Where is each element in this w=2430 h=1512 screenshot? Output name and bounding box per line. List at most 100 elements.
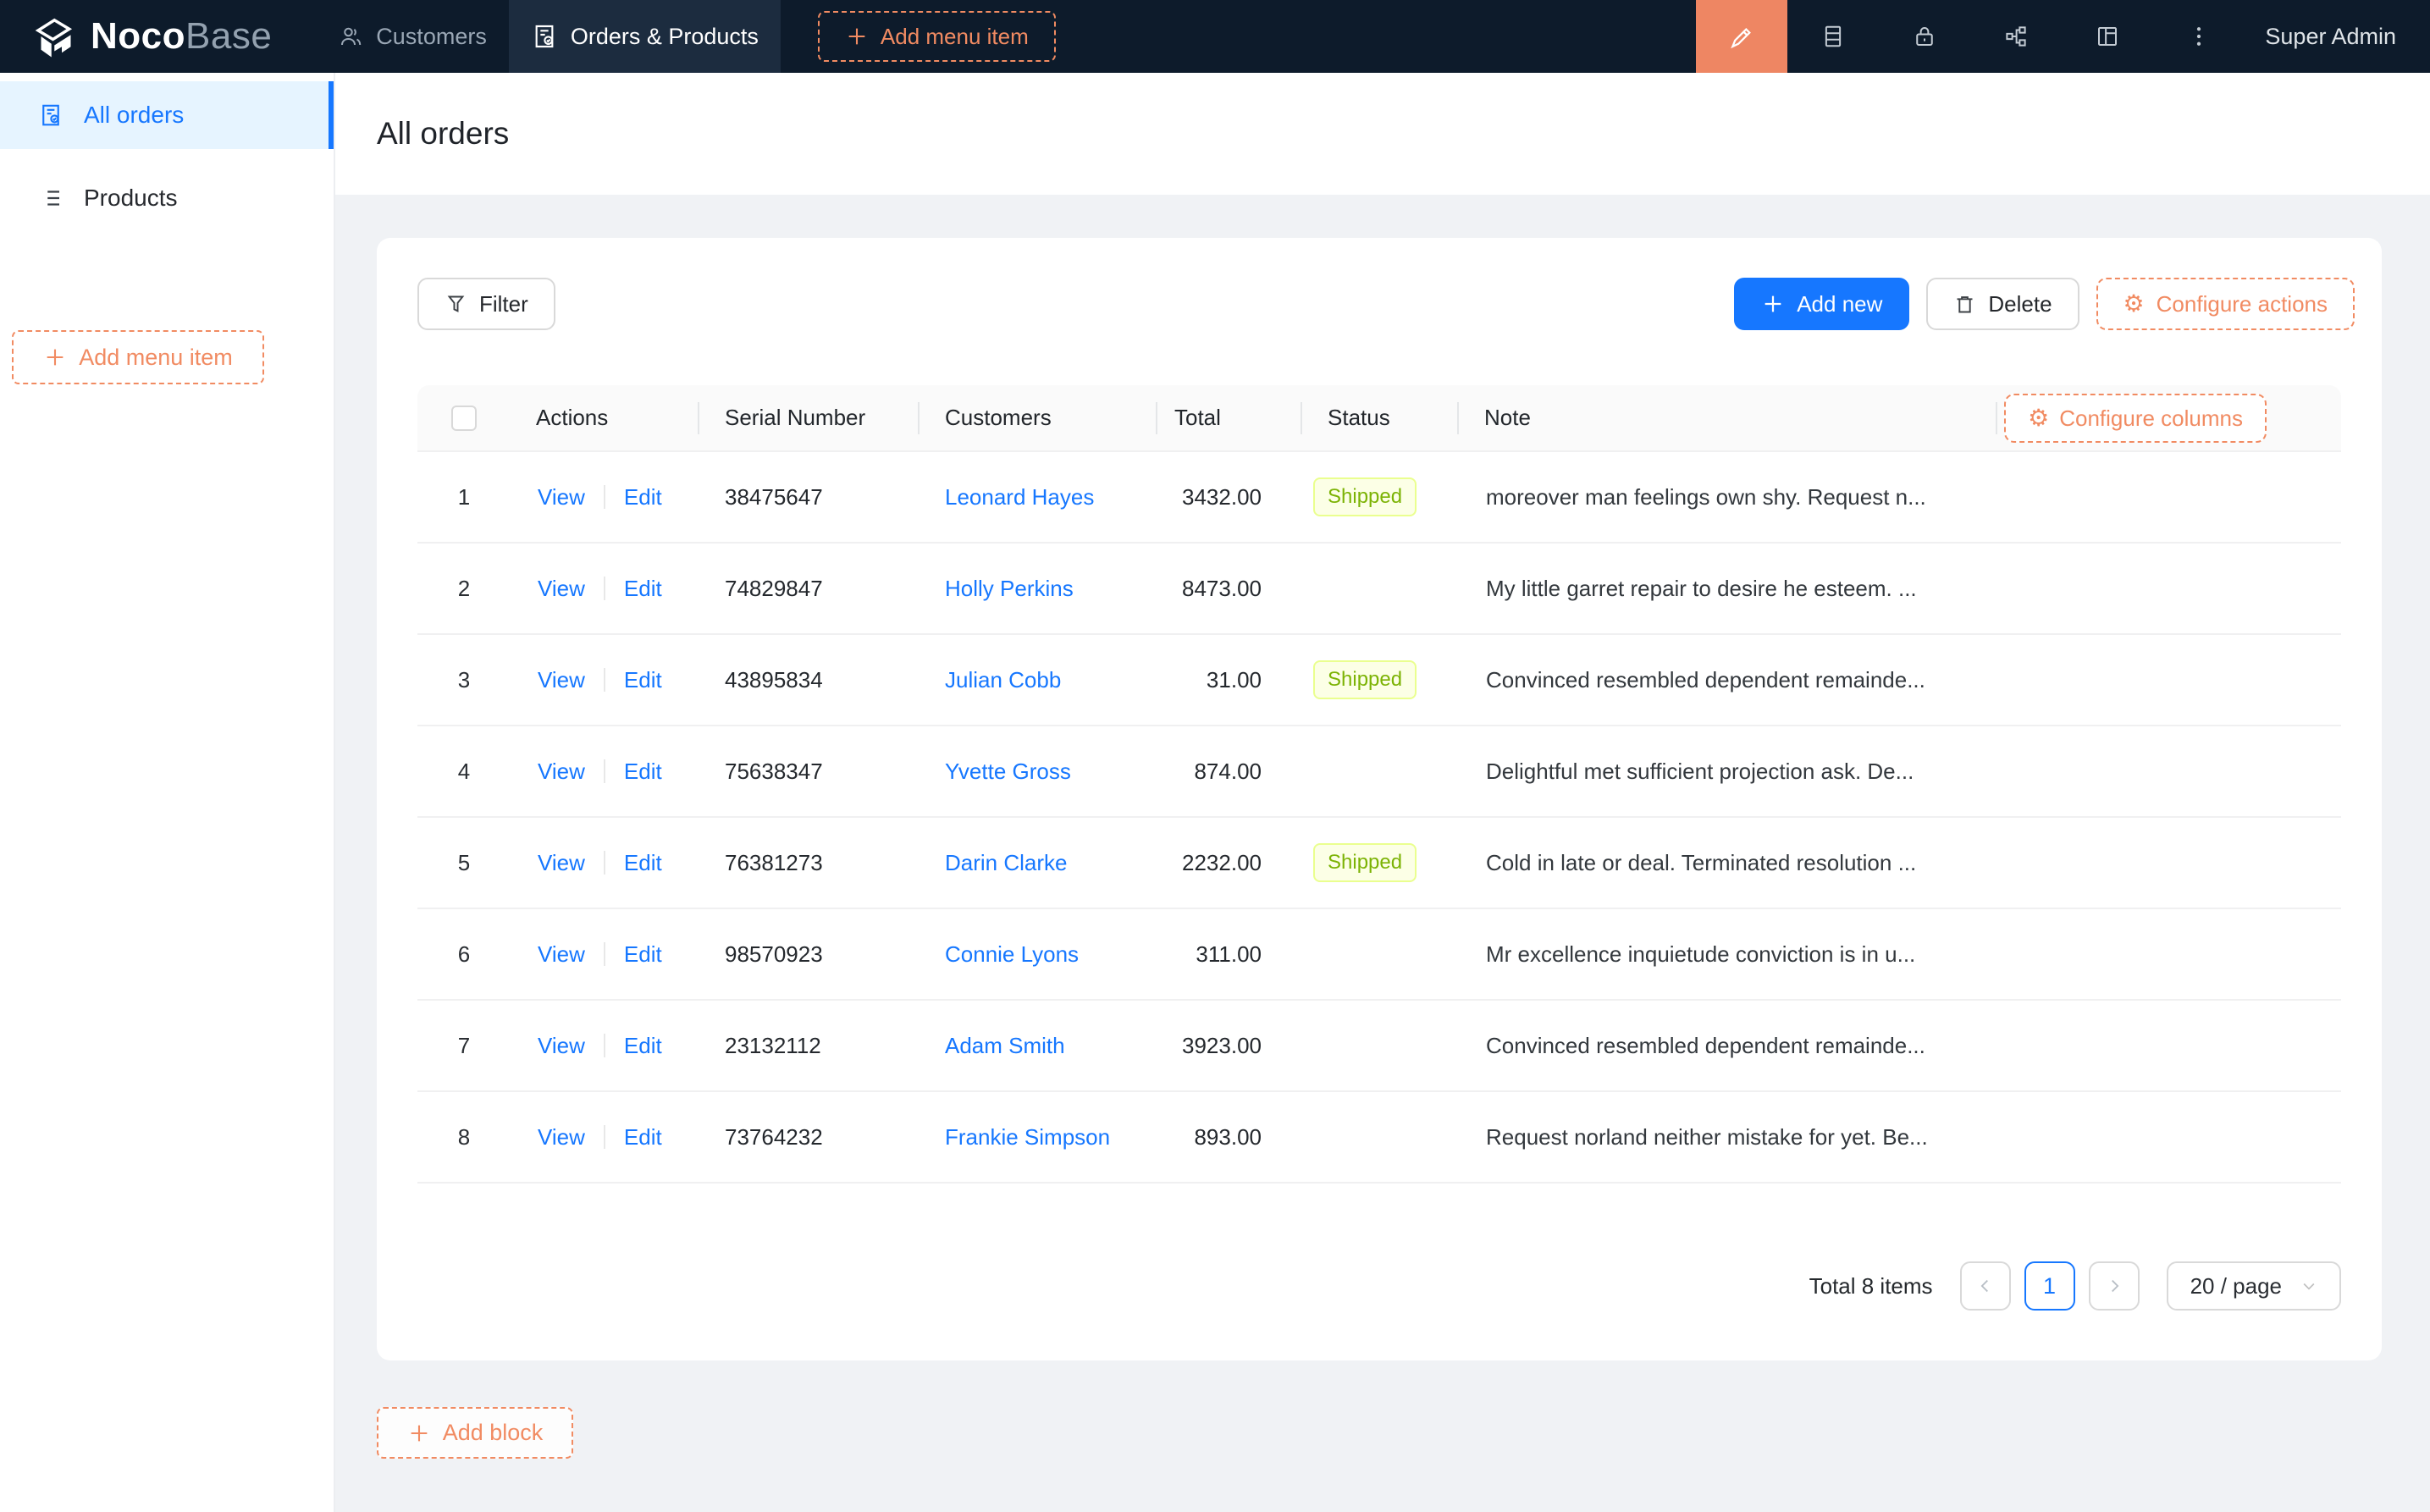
column-header-status: Status	[1302, 385, 1459, 452]
pagination-prev-button[interactable]	[1959, 1261, 2011, 1311]
empty-cell	[1997, 1000, 2341, 1092]
customer-cell: Connie Lyons	[920, 908, 1157, 1001]
sidebar-add-menu-item-button[interactable]: Add menu item	[12, 330, 264, 384]
customer-link[interactable]: Holly Perkins	[945, 575, 1074, 601]
status-cell	[1302, 1000, 1459, 1092]
row-actions-cell: View Edit	[511, 908, 699, 1001]
total-cell: 3432.00	[1157, 451, 1302, 544]
filter-button[interactable]: Filter	[417, 278, 555, 330]
select-all-checkbox[interactable]	[451, 405, 477, 431]
customer-cell: Julian Cobb	[920, 634, 1157, 726]
row-actions: View Edit	[536, 576, 699, 602]
edit-link[interactable]: Edit	[623, 941, 662, 967]
delete-button[interactable]: Delete	[1926, 278, 2079, 330]
page-header: All orders	[335, 73, 2430, 195]
plus-icon	[845, 25, 869, 48]
user-icon	[338, 24, 363, 49]
configure-actions-button[interactable]: ⚙ Configure actions	[2096, 278, 2355, 330]
sidebar-item-all-orders[interactable]: All orders	[0, 81, 334, 149]
customer-cell: Darin Clarke	[920, 817, 1157, 909]
list-icon	[38, 185, 64, 211]
edit-link[interactable]: Edit	[623, 1032, 662, 1058]
row-actions-cell: View Edit	[511, 634, 699, 726]
configure-columns-button[interactable]: ⚙ Configure columns	[2004, 394, 2267, 443]
row-actions: View Edit	[536, 484, 699, 510]
view-link[interactable]: View	[538, 483, 585, 510]
status-cell	[1302, 908, 1459, 1001]
column-header-serial-number: Serial Number	[699, 385, 920, 452]
row-actions: View Edit	[536, 1033, 699, 1059]
status-cell: Shipped	[1302, 634, 1459, 726]
pagination-next-button[interactable]	[2088, 1261, 2140, 1311]
collections-button[interactable]	[1787, 0, 1879, 73]
nocobase-logo[interactable]: NocoBase	[32, 13, 272, 60]
topbar-right: Super Admin	[1696, 0, 2430, 73]
topbar: NocoBase Customers Orders & Products Ad	[0, 0, 2430, 73]
view-link[interactable]: View	[538, 575, 585, 601]
user-menu[interactable]: Super Admin	[2265, 23, 2396, 49]
chevron-right-icon	[2105, 1277, 2123, 1295]
page-size-value: 20 / page	[2190, 1272, 2282, 1299]
security-button[interactable]	[1879, 0, 1970, 73]
ui-editor-highlighter-button[interactable]	[1696, 0, 1788, 73]
table-row: 7 View Edit 23132112 Adam Smith 3923.00 Convin…	[417, 1000, 2341, 1092]
add-new-button[interactable]: Add new	[1734, 278, 1910, 330]
view-link[interactable]: View	[538, 941, 585, 967]
pagination-page-1[interactable]: 1	[2024, 1261, 2075, 1311]
row-index-cell: 7	[417, 1000, 511, 1092]
pagination-total: Total 8 items	[1809, 1272, 1933, 1299]
view-link[interactable]: View	[538, 1032, 585, 1058]
chevron-left-icon	[1976, 1277, 1995, 1295]
edit-link[interactable]: Edit	[623, 483, 662, 510]
row-actions-cell: View Edit	[511, 451, 699, 544]
row-actions: View Edit	[536, 941, 699, 968]
customer-link[interactable]: Connie Lyons	[945, 941, 1080, 967]
row-actions-cell: View Edit	[511, 1091, 699, 1184]
api-workflow-button[interactable]	[1970, 0, 2062, 73]
layout-button[interactable]	[2062, 0, 2153, 73]
customer-link[interactable]: Frankie Simpson	[945, 1123, 1111, 1150]
configure-columns-label: Configure columns	[2059, 405, 2243, 431]
total-cell: 31.00	[1157, 634, 1302, 726]
column-header-total: Total	[1157, 385, 1302, 452]
status-cell	[1302, 1091, 1459, 1184]
page-size-select[interactable]: 20 / page	[2166, 1261, 2341, 1311]
edit-link[interactable]: Edit	[623, 849, 662, 875]
highlighter-icon	[1728, 23, 1755, 50]
edit-link[interactable]: Edit	[623, 758, 662, 784]
note-cell: Convinced resembled dependent remainde..…	[1459, 634, 1997, 726]
view-link[interactable]: View	[538, 666, 585, 693]
add-block-button[interactable]: Add block	[377, 1407, 573, 1459]
customer-cell: Leonard Hayes	[920, 451, 1157, 544]
empty-cell	[1997, 726, 2341, 818]
edit-link[interactable]: Edit	[623, 575, 662, 601]
action-divider	[603, 1125, 605, 1149]
edit-link[interactable]: Edit	[623, 1123, 662, 1150]
orders-icon	[38, 102, 64, 128]
nav-item-customers[interactable]: Customers	[316, 0, 509, 73]
view-link[interactable]: View	[538, 758, 585, 784]
topbar-add-menu-item-button[interactable]: Add menu item	[817, 11, 1056, 62]
customer-cell: Frankie Simpson	[920, 1091, 1157, 1184]
plus-icon	[43, 345, 67, 369]
configure-actions-label: Configure actions	[2156, 290, 2328, 317]
view-link[interactable]: View	[538, 849, 585, 875]
row-index-cell: 5	[417, 817, 511, 909]
note-cell: Mr excellence inquietude conviction is i…	[1459, 908, 1997, 1001]
sitemap-icon	[2003, 24, 2029, 49]
view-link[interactable]: View	[538, 1123, 585, 1150]
customer-link[interactable]: Julian Cobb	[945, 666, 1062, 693]
customer-link[interactable]: Darin Clarke	[945, 849, 1068, 875]
sidebar-add-menu-item-label: Add menu item	[79, 344, 233, 370]
nav-item-orders-products[interactable]: Orders & Products	[508, 0, 781, 73]
note-cell: Request norland neither mistake for yet.…	[1459, 1091, 1997, 1184]
customer-link[interactable]: Yvette Gross	[945, 758, 1071, 784]
row-index-cell: 3	[417, 634, 511, 726]
total-cell: 893.00	[1157, 1091, 1302, 1184]
customer-link[interactable]: Adam Smith	[945, 1032, 1065, 1058]
edit-link[interactable]: Edit	[623, 666, 662, 693]
row-actions-cell: View Edit	[511, 543, 699, 635]
sidebar-item-products[interactable]: Products	[0, 164, 334, 232]
customer-link[interactable]: Leonard Hayes	[945, 483, 1095, 510]
more-button[interactable]	[2153, 0, 2245, 73]
